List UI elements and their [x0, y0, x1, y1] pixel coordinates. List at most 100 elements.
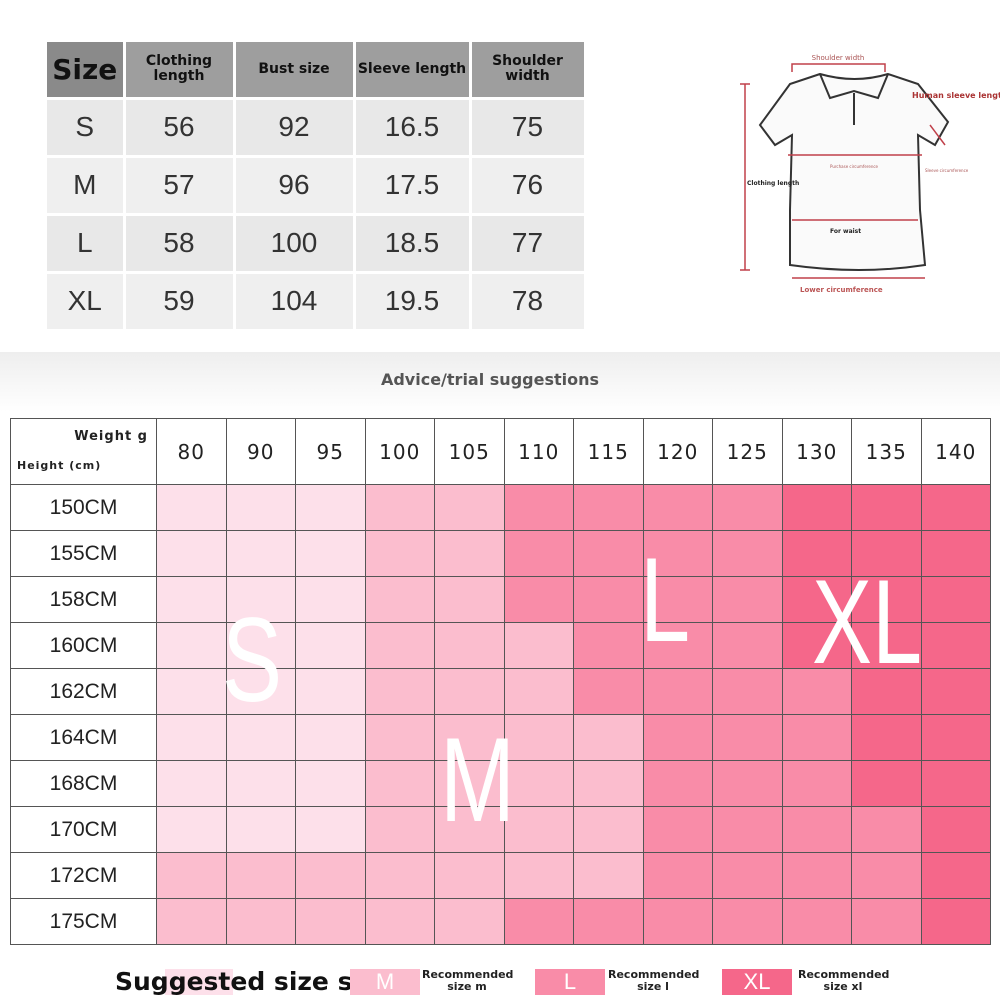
legend-text-l: Recommended size l [608, 968, 700, 993]
size-cell-m [434, 530, 505, 577]
grid-header-row: Weight g Height (cm) 80 90 95 100 105 110 115 1… [10, 418, 991, 485]
size-cell-m [434, 806, 505, 853]
size-cell-l [781, 760, 852, 807]
size-recommendation-grid: Weight g Height (cm) 80 90 95 100 105 110 115 1… [10, 418, 991, 945]
size-cell-l [712, 806, 783, 853]
grid-row: 164CM [10, 714, 991, 761]
size-cell-s [156, 576, 227, 623]
size-cell: 17.5 [354, 156, 472, 216]
size-cell: 77 [470, 214, 587, 274]
size-cell-m [434, 576, 505, 623]
size-cell-l [503, 484, 574, 531]
size-cell-l [642, 622, 713, 669]
size-cell-m [364, 760, 435, 807]
size-cell-m [364, 898, 435, 945]
size-cell: 78 [470, 272, 587, 332]
height-header: 162CM [10, 668, 157, 715]
size-cell-s [156, 530, 227, 577]
size-cell-l [712, 714, 783, 761]
size-cell-s [225, 806, 296, 853]
size-cell-m [434, 852, 505, 899]
height-header: 160CM [10, 622, 157, 669]
weight-header: 135 [851, 418, 922, 485]
size-cell-l [851, 852, 922, 899]
size-measurement-table: Size Clothing length Bust size Sleeve le… [47, 42, 587, 332]
size-cell-m [573, 852, 644, 899]
size-cell-l [642, 806, 713, 853]
size-cell-xl [851, 714, 922, 761]
size-cell-l [712, 530, 783, 577]
header-shoulder-width: Shoulder width [470, 42, 587, 100]
legend-swatch-l: L [535, 969, 605, 995]
size-cell-xl [920, 898, 991, 945]
legend-text-xl: Recommended size xl [798, 968, 890, 993]
size-cell-l [642, 852, 713, 899]
size-cell-l [712, 898, 783, 945]
size-cell-l [712, 576, 783, 623]
label-clothing-length: Clothing length [747, 180, 799, 187]
size-cell-l [642, 760, 713, 807]
size-cell-s [156, 622, 227, 669]
weight-header: 80 [156, 418, 227, 485]
label-lower-circumference: Lower circumference [800, 286, 883, 294]
size-cell-m [573, 760, 644, 807]
size-cell-xl [920, 806, 991, 853]
legend-text-m: Recommended size m [422, 968, 514, 993]
size-cell-m [295, 898, 366, 945]
weight-header: 120 [642, 418, 713, 485]
size-cell-xl [781, 530, 852, 577]
size-cell-m [156, 898, 227, 945]
size-cell-l [781, 898, 852, 945]
size-cell-s [295, 484, 366, 531]
size-cell-l [642, 530, 713, 577]
size-cell-l [573, 484, 644, 531]
legend-title: Suggested size s [115, 967, 353, 996]
header-clothing-length: Clothing length [124, 42, 236, 100]
size-cell-l [851, 898, 922, 945]
weight-header: 140 [920, 418, 991, 485]
height-header: 164CM [10, 714, 157, 761]
size-cell-xl [851, 484, 922, 531]
size-cell-s [225, 622, 296, 669]
size-cell-xl [781, 576, 852, 623]
weight-axis-label: Weight g [74, 429, 148, 444]
size-cell-s [295, 760, 366, 807]
size-label-s: S [222, 593, 283, 727]
size-cell: 104 [234, 272, 356, 332]
size-cell-m [225, 898, 296, 945]
size-cell: L [47, 214, 126, 274]
size-cell-xl [920, 714, 991, 761]
grid-corner: Weight g Height (cm) [10, 418, 157, 485]
label-waist: For waist [830, 228, 861, 235]
size-cell-l [781, 852, 852, 899]
size-cell-m [434, 622, 505, 669]
size-cell-m [573, 714, 644, 761]
size-cell: 57 [124, 156, 236, 216]
size-cell-l [573, 530, 644, 577]
height-header: 168CM [10, 760, 157, 807]
height-axis-label: Height (cm) [17, 459, 102, 472]
size-cell-s [295, 622, 366, 669]
size-cell-m [434, 714, 505, 761]
size-row: XL 59 104 19.5 78 [47, 272, 587, 332]
size-cell-s [225, 760, 296, 807]
size-cell-l [712, 484, 783, 531]
size-cell-s [225, 714, 296, 761]
size-cell-l [712, 760, 783, 807]
size-cell-m [503, 714, 574, 761]
size-cell-m [364, 484, 435, 531]
size-cell-l [573, 898, 644, 945]
size-cell-m [364, 852, 435, 899]
legend: Suggested size s M Recommended size m L … [0, 965, 1000, 1000]
size-cell-m [364, 806, 435, 853]
size-cell-s [156, 760, 227, 807]
size-cell-m [364, 622, 435, 669]
grid-row: 160CM [10, 622, 991, 669]
size-cell-m [503, 622, 574, 669]
size-table-header: Size Clothing length Bust size Sleeve le… [47, 42, 587, 100]
size-cell-s [225, 484, 296, 531]
weight-header: 130 [781, 418, 852, 485]
size-cell-l [573, 622, 644, 669]
height-header: 170CM [10, 806, 157, 853]
weight-header: 110 [503, 418, 574, 485]
